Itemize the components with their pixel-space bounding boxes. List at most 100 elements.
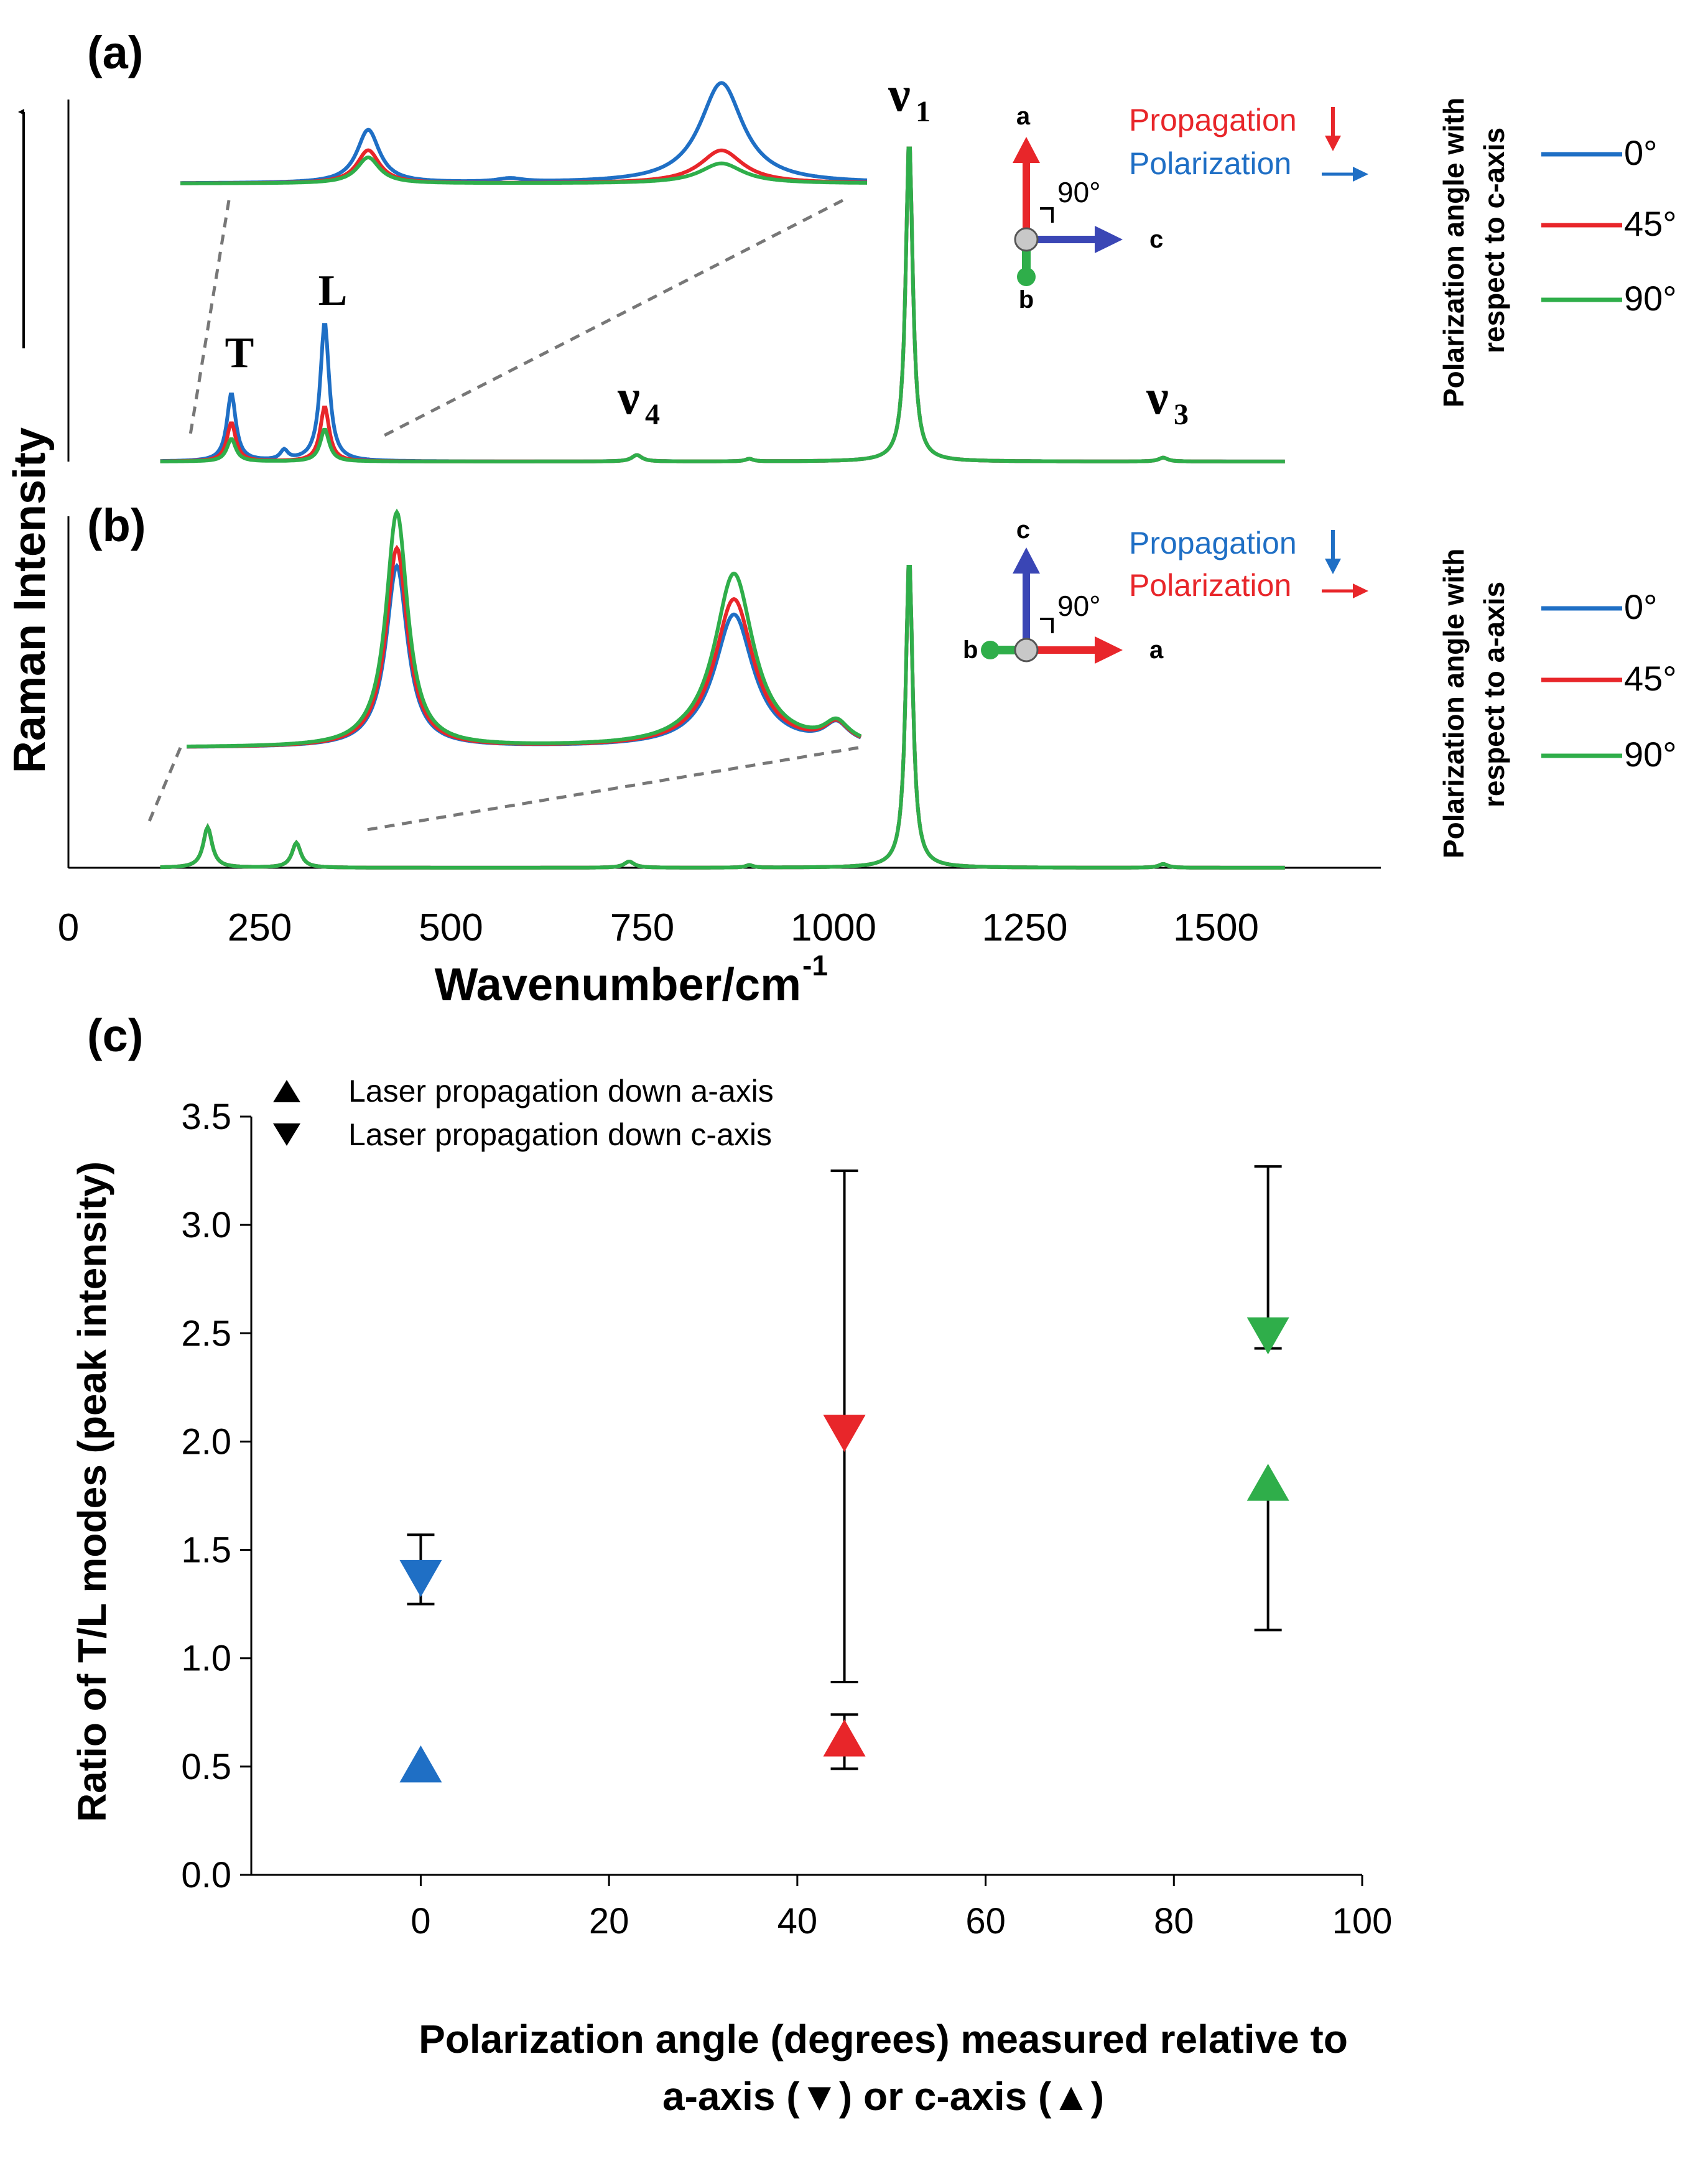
panel-a-inset-traces [180, 81, 868, 185]
svg-text:a: a [1149, 636, 1164, 664]
panel-a-main-traces [160, 146, 1285, 463]
y-tick-label: 1.5 [181, 1530, 231, 1571]
svg-text:L: L [318, 267, 348, 315]
x-tick-label: 0 [411, 1901, 430, 1941]
svg-text:45°: 45° [1624, 204, 1677, 243]
svg-text:4: 4 [645, 398, 660, 431]
inset-b-guide-left [146, 747, 182, 825]
x-tick-label: 20 [589, 1901, 629, 1941]
wavenumber-tick-750: 750 [610, 906, 674, 949]
panel-c-y-label: Ratio of T/L modes (peak intensity) [70, 1161, 114, 1822]
spectrum-line-90deg [160, 565, 1285, 870]
x-axis-label-wavenumber: Wavenumber/cm -1 [435, 949, 828, 1010]
x-tick-label: 40 [777, 1901, 818, 1941]
peak-label-nu3: ν 3 [1146, 370, 1189, 431]
legend-a-item-0: 0° [1541, 133, 1658, 172]
inset-line-0deg [187, 562, 862, 749]
panel-b-main-traces [160, 565, 1285, 870]
inset-b-guide-right [362, 746, 859, 832]
svg-text:T: T [225, 329, 254, 377]
svg-text:45°: 45° [1624, 659, 1677, 698]
data-point-down-90 [1246, 1317, 1289, 1355]
peak-label-nu4: ν 4 [617, 370, 660, 431]
wavenumber-tick-500: 500 [419, 906, 483, 949]
svg-text:respect to a-axis: respect to a-axis [1478, 582, 1510, 807]
svg-text:c: c [1149, 226, 1163, 253]
svg-text:0°: 0° [1624, 587, 1658, 626]
spectrum-line-90deg [160, 146, 1285, 463]
legend-marker-down [273, 1123, 300, 1146]
wavenumber-tick-1000: 1000 [791, 906, 876, 949]
panel-a-spectra: T L ν 4 ν 1 ν 3 90° a b [160, 67, 1677, 463]
panel-c-x-label-line1: Polarization angle (degrees) measured re… [419, 2017, 1348, 2061]
inset-line-0deg [180, 81, 868, 185]
crystal-axes-diagram-a: 90° a b c Propagation Polarization [1013, 103, 1368, 314]
wavenumber-axis-ticks: 0 250 500 750 1000 1250 1500 [58, 906, 1259, 949]
panel-c-ticks: 0.0 0.5 1.0 1.5 2.0 2.5 3.0 3.5 0 20 40 60 80 100 [181, 1097, 1392, 1941]
inset-a-guide-right [377, 198, 844, 440]
y-tick-label: 0.5 [181, 1747, 231, 1787]
polarization-label-b: Polarization [1129, 568, 1291, 603]
svg-text:90°: 90° [1057, 176, 1101, 208]
peak-label-nu1: ν 1 [888, 67, 931, 128]
wavenumber-tick-1500: 1500 [1173, 906, 1259, 949]
svg-text:b: b [963, 636, 978, 664]
wavenumber-tick-250: 250 [228, 906, 292, 949]
legend-b-item-0: 0° [1541, 587, 1658, 626]
inset-a-guide-left [188, 200, 231, 439]
svg-text:ν: ν [1146, 370, 1169, 425]
legend-a: Polarization angle with respect to c-axi… [1437, 98, 1677, 407]
y-tick-label: 3.0 [181, 1205, 231, 1245]
panel-c-label: (c) [87, 1010, 143, 1061]
svg-text:1: 1 [916, 95, 931, 128]
data-point-up-90 [1246, 1464, 1289, 1501]
svg-text:3: 3 [1174, 398, 1189, 431]
svg-text:a: a [1016, 103, 1031, 130]
wavenumber-tick-1250: 1250 [982, 906, 1068, 949]
data-point-down-0 [399, 1559, 442, 1597]
propagation-label-a: Propagation [1129, 103, 1297, 137]
y-axis-label-raman: Raman Intensity [5, 427, 55, 773]
y-tick-label: 2.5 [181, 1313, 231, 1354]
svg-text:-1: -1 [802, 949, 828, 982]
svg-text:ν: ν [888, 67, 911, 122]
svg-text:Wavenumber/cm: Wavenumber/cm [435, 959, 801, 1010]
y-tick-label: 0.0 [181, 1855, 231, 1895]
y-tick-label: 1.0 [181, 1638, 231, 1679]
x-tick-label: 100 [1332, 1901, 1393, 1941]
legend-label-down: Laser propagation down c-axis [348, 1117, 772, 1152]
panel-b-label: (b) [87, 500, 146, 551]
panel-c-points [399, 1165, 1289, 1783]
svg-text:ν: ν [617, 370, 640, 425]
y-tick-label: 3.5 [181, 1097, 231, 1137]
svg-text:c: c [1016, 516, 1030, 544]
svg-text:Polarization angle with: Polarization angle with [1437, 98, 1470, 407]
x-tick-label: 60 [965, 1901, 1006, 1941]
panel-c-legend: Laser propagation down a-axis Laser prop… [273, 1074, 774, 1152]
y-tick-label: 2.0 [181, 1421, 231, 1462]
svg-text:90°: 90° [1624, 279, 1677, 318]
svg-text:90°: 90° [1624, 735, 1677, 774]
peak-label-T: T [225, 329, 254, 377]
inset-line-45deg [187, 544, 862, 749]
peak-label-L: L [318, 267, 348, 315]
svg-text:b: b [1019, 286, 1034, 314]
panel-a-label: (a) [87, 27, 143, 78]
inset-line-90deg [187, 508, 862, 748]
wavenumber-tick-0: 0 [58, 906, 79, 949]
legend-a-item-1: 45° [1541, 204, 1677, 243]
svg-text:Polarization angle with: Polarization angle with [1437, 549, 1470, 858]
data-point-up-0 [399, 1745, 442, 1783]
propagation-label-b: Propagation [1129, 526, 1297, 560]
panel-b-inset-traces [187, 508, 862, 749]
polarization-label-a: Polarization [1129, 146, 1291, 181]
legend-b: Polarization angle with respect to a-axi… [1437, 549, 1677, 858]
legend-label-up: Laser propagation down a-axis [348, 1074, 774, 1109]
panel-c-scatter: 0.0 0.5 1.0 1.5 2.0 2.5 3.0 3.5 0 20 40 60 80 100 Rat… [70, 1074, 1392, 2119]
crystal-axes-diagram-b: 90° c b a Propagation Polarization [963, 516, 1368, 664]
panel-c-x-label-line2: a-axis (▼) or c-axis (▲) [662, 2074, 1104, 2119]
panel-b-spectra: 90° c b a Propagation Polarization Polar… [146, 508, 1677, 870]
x-tick-label: 80 [1154, 1901, 1194, 1941]
legend-marker-up [273, 1080, 300, 1102]
